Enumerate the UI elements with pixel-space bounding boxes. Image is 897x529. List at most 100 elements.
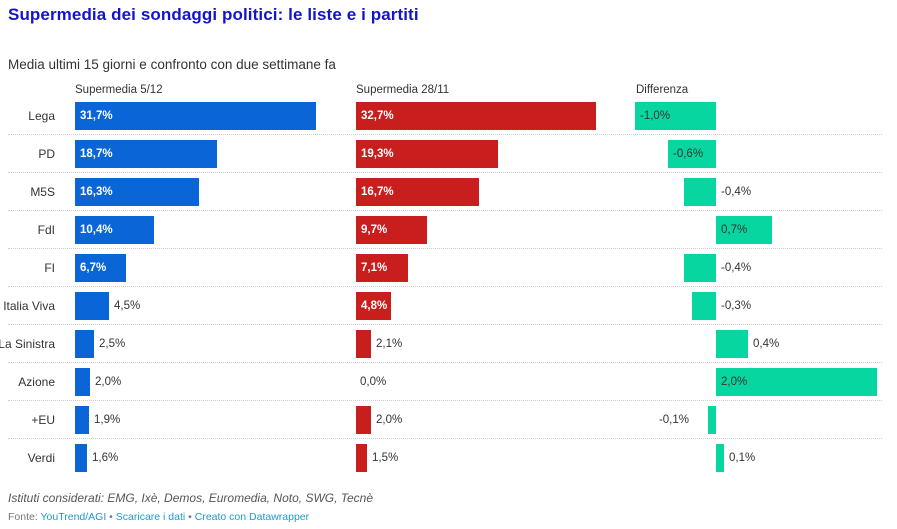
value-label-current: 2,5% <box>99 338 126 350</box>
bar-current <box>75 330 94 358</box>
category-label: PD <box>38 147 55 161</box>
value-label-current: 16,3% <box>80 186 113 198</box>
chart-row: La Sinistra 2,5% 2,1% 0,4% <box>0 325 882 363</box>
column-header-difference: Differenza <box>636 84 689 96</box>
bar-difference <box>684 178 716 206</box>
bar-current <box>75 254 126 282</box>
bar-difference <box>684 254 716 282</box>
value-label-difference: 0,7% <box>721 224 748 236</box>
split-bar-chart: Lega 31,7% 32,7% -1,0% PD 18,7% 19,3% -0,6% M5S 1… <box>0 97 897 477</box>
value-label-previous: 1,5% <box>372 452 399 464</box>
bar-previous <box>356 444 367 472</box>
value-label-current: 6,7% <box>80 262 107 274</box>
chart-title: Supermedia dei sondaggi politici: le lis… <box>8 5 419 24</box>
chart-notes: Istituti considerati: EMG, Ixè, Demos, E… <box>8 491 374 505</box>
row-separator <box>8 362 882 363</box>
value-label-previous: 4,8% <box>361 300 388 312</box>
row-separator <box>8 210 882 211</box>
category-label: Verdi <box>27 451 55 465</box>
value-label-difference: -0,1% <box>658 414 689 426</box>
chart-row: FdI 10,4% 9,7% 0,7% <box>0 211 882 249</box>
value-label-difference: 2,0% <box>721 376 748 388</box>
chart-row: Azione 2,0% 0,0% 2,0% <box>0 363 882 401</box>
category-label: Azione <box>18 375 55 389</box>
bar-current <box>75 292 109 320</box>
value-label-previous: 19,3% <box>361 148 394 160</box>
category-label: Italia Viva <box>3 299 55 313</box>
category-label: M5S <box>30 185 55 199</box>
value-label-previous: 2,0% <box>376 414 403 426</box>
bar-previous <box>356 254 408 282</box>
value-label-current: 31,7% <box>80 110 113 122</box>
value-label-current: 4,5% <box>114 300 141 312</box>
category-label: La Sinistra <box>0 337 55 351</box>
source-link[interactable]: YouTrend/AGI <box>40 511 107 523</box>
category-label: FI <box>44 261 55 275</box>
bar-previous <box>356 330 371 358</box>
bar-current <box>75 368 90 396</box>
value-label-current: 18,7% <box>80 148 113 160</box>
bar-difference <box>716 330 748 358</box>
bar-current <box>75 216 154 244</box>
bar-previous <box>356 178 479 206</box>
value-label-previous: 2,1% <box>376 338 403 350</box>
bar-difference <box>635 102 716 130</box>
value-label-difference: -0,4% <box>721 262 752 274</box>
bar-difference <box>716 444 724 472</box>
bar-previous <box>356 102 596 130</box>
row-separator <box>8 172 882 173</box>
value-label-difference: -1,0% <box>640 110 671 122</box>
chart-subtitle: Media ultimi 15 giorni e confronto con d… <box>8 57 336 72</box>
value-label-previous: 0,0% <box>360 376 387 388</box>
value-label-previous: 9,7% <box>361 224 388 236</box>
datawrapper-link[interactable]: Creato con Datawrapper <box>194 511 310 523</box>
category-label: +EU <box>31 413 55 427</box>
bar-current <box>75 406 89 434</box>
row-separator <box>8 248 882 249</box>
row-separator <box>8 400 882 401</box>
bar-current <box>75 140 217 168</box>
chart-row: Lega 31,7% 32,7% -1,0% <box>0 97 882 135</box>
value-label-current: 1,9% <box>94 414 121 426</box>
bar-previous <box>356 140 498 168</box>
column-header-previous: Supermedia 28/11 <box>356 84 450 96</box>
download-data-link[interactable]: Scaricare i dati <box>115 511 186 523</box>
bar-current <box>75 102 316 130</box>
value-label-previous: 7,1% <box>361 262 388 274</box>
value-label-previous: 32,7% <box>361 110 394 122</box>
value-label-previous: 16,7% <box>361 186 394 198</box>
row-separator <box>8 438 882 439</box>
footer-separator: • <box>106 511 116 523</box>
chart-row: FI 6,7% 7,1% -0,4% <box>0 249 882 287</box>
row-separator <box>8 286 882 287</box>
footer-separator: • <box>185 511 195 523</box>
category-label: Lega <box>28 109 55 123</box>
chart-row: M5S 16,3% 16,7% -0,4% <box>0 173 882 211</box>
chart-row: Italia Viva 4,5% 4,8% -0,3% <box>0 287 882 325</box>
bar-difference <box>716 216 772 244</box>
chart-footer: Fonte: YouTrend/AGI • Scaricare i dati •… <box>8 511 309 523</box>
column-header-current: Supermedia 5/12 <box>75 84 163 96</box>
bar-previous <box>356 292 391 320</box>
row-separator <box>8 324 882 325</box>
value-label-current: 10,4% <box>80 224 113 236</box>
bar-previous <box>356 216 427 244</box>
bar-difference <box>692 292 716 320</box>
value-label-difference: 0,4% <box>753 338 780 350</box>
value-label-current: 2,0% <box>95 376 122 388</box>
category-label: FdI <box>37 223 55 237</box>
bar-difference <box>668 140 716 168</box>
bar-current <box>75 444 87 472</box>
chart-row: PD 18,7% 19,3% -0,6% <box>0 135 882 173</box>
row-separator <box>8 134 882 135</box>
value-label-difference: 0,1% <box>729 452 756 464</box>
source-prefix: Fonte: <box>8 511 41 523</box>
value-label-current: 1,6% <box>92 452 119 464</box>
bar-difference <box>716 368 877 396</box>
value-label-difference: -0,6% <box>673 148 704 160</box>
chart-row: +EU 1,9% 2,0% -0,1% <box>0 401 882 439</box>
value-label-difference: -0,4% <box>721 186 752 198</box>
bar-current <box>75 178 199 206</box>
chart-row: Verdi 1,6% 1,5% 0,1% <box>0 439 882 477</box>
value-label-difference: -0,3% <box>721 300 752 312</box>
